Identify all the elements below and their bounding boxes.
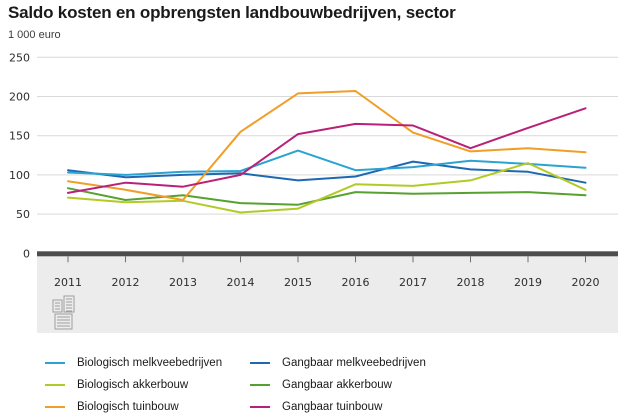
y-tick-label-50: 50 (16, 208, 30, 221)
series-line-biologisch-akkerbouw (67, 162, 587, 214)
legend-swatch-icon (250, 406, 270, 408)
x-tick-label-2013: 2013 (169, 276, 197, 289)
line-chart: 0 50 100 150 200 250 2011 2012 2013 2014 2015 2016 2… (9, 51, 618, 333)
x-tick-label-2011: 2011 (54, 276, 82, 289)
legend-item-biologisch-melkveebedrijven[interactable]: Biologisch melkveebedrijven (45, 357, 250, 369)
cbs-logo (52, 295, 75, 330)
y-tick-label-250: 250 (9, 51, 30, 64)
x-tick-2019 (527, 256, 529, 263)
series-line-biologisch-tuinbouw (67, 90, 587, 201)
legend-swatch-icon (45, 362, 65, 364)
x-tick-label-2018: 2018 (457, 276, 485, 289)
x-tick-2015 (297, 256, 299, 263)
legend-label: Gangbaar melkveebedrijven (282, 357, 426, 369)
x-tick-label-2019: 2019 (514, 276, 542, 289)
y-tick-label-150: 150 (9, 130, 30, 143)
y-tick-label-200: 200 (9, 91, 30, 104)
x-tick-2012 (125, 256, 126, 263)
legend-swatch-icon (250, 362, 270, 364)
x-tick-2017 (412, 256, 414, 263)
legend-item-gangbaar-akkerbouw[interactable]: Gangbaar akkerbouw (250, 379, 426, 391)
y-tick-label-100: 100 (9, 169, 30, 182)
x-tick-label-2015: 2015 (284, 276, 312, 289)
legend-label: Biologisch akkerbouw (77, 379, 189, 391)
series-line-biologisch-melkveebedrijven (67, 149, 587, 176)
legend-label: Biologisch tuinbouw (77, 401, 179, 413)
series-line-gangbaar-akkerbouw (67, 187, 587, 206)
x-axis-bar (37, 251, 618, 257)
x-tick-label-2014: 2014 (227, 276, 255, 289)
legend-item-biologisch-akkerbouw[interactable]: Biologisch akkerbouw (45, 379, 250, 391)
legend-swatch-icon (45, 406, 65, 408)
series-line-gangbaar-melkveebedrijven (67, 160, 587, 184)
legend-item-biologisch-tuinbouw[interactable]: Biologisch tuinbouw (45, 401, 250, 413)
x-tick-2016 (355, 256, 356, 263)
legend-item-gangbaar-tuinbouw[interactable]: Gangbaar tuinbouw (250, 401, 426, 413)
x-tick-2020 (585, 256, 586, 263)
x-tick-2013 (182, 256, 184, 263)
x-tick-label-2016: 2016 (342, 276, 370, 289)
x-tick-2011 (67, 256, 69, 263)
y-tick-label-0: 0 (23, 247, 30, 260)
x-tick-label-2020: 2020 (572, 276, 600, 289)
legend-label: Biologisch melkveebedrijven (77, 357, 223, 369)
legend-swatch-icon (250, 384, 270, 386)
x-tick-2018 (470, 256, 471, 263)
legend-label: Gangbaar tuinbouw (282, 401, 383, 413)
legend-swatch-icon (45, 384, 65, 386)
chart-title: Saldo kosten en opbrengsten landbouwbedr… (8, 3, 456, 22)
x-tick-2014 (240, 256, 241, 263)
y-axis-unit-label: 1 000 euro (8, 29, 61, 41)
legend-item-gangbaar-melkveebedrijven[interactable]: Gangbaar melkveebedrijven (250, 357, 426, 369)
x-axis-band (37, 256, 618, 333)
legend-label: Gangbaar akkerbouw (282, 379, 392, 391)
x-tick-label-2017: 2017 (399, 276, 427, 289)
chart-legend: Biologisch melkveebedrijven Biologisch ak… (45, 352, 426, 418)
x-tick-label-2012: 2012 (112, 276, 140, 289)
series-line-gangbaar-tuinbouw (67, 107, 587, 194)
